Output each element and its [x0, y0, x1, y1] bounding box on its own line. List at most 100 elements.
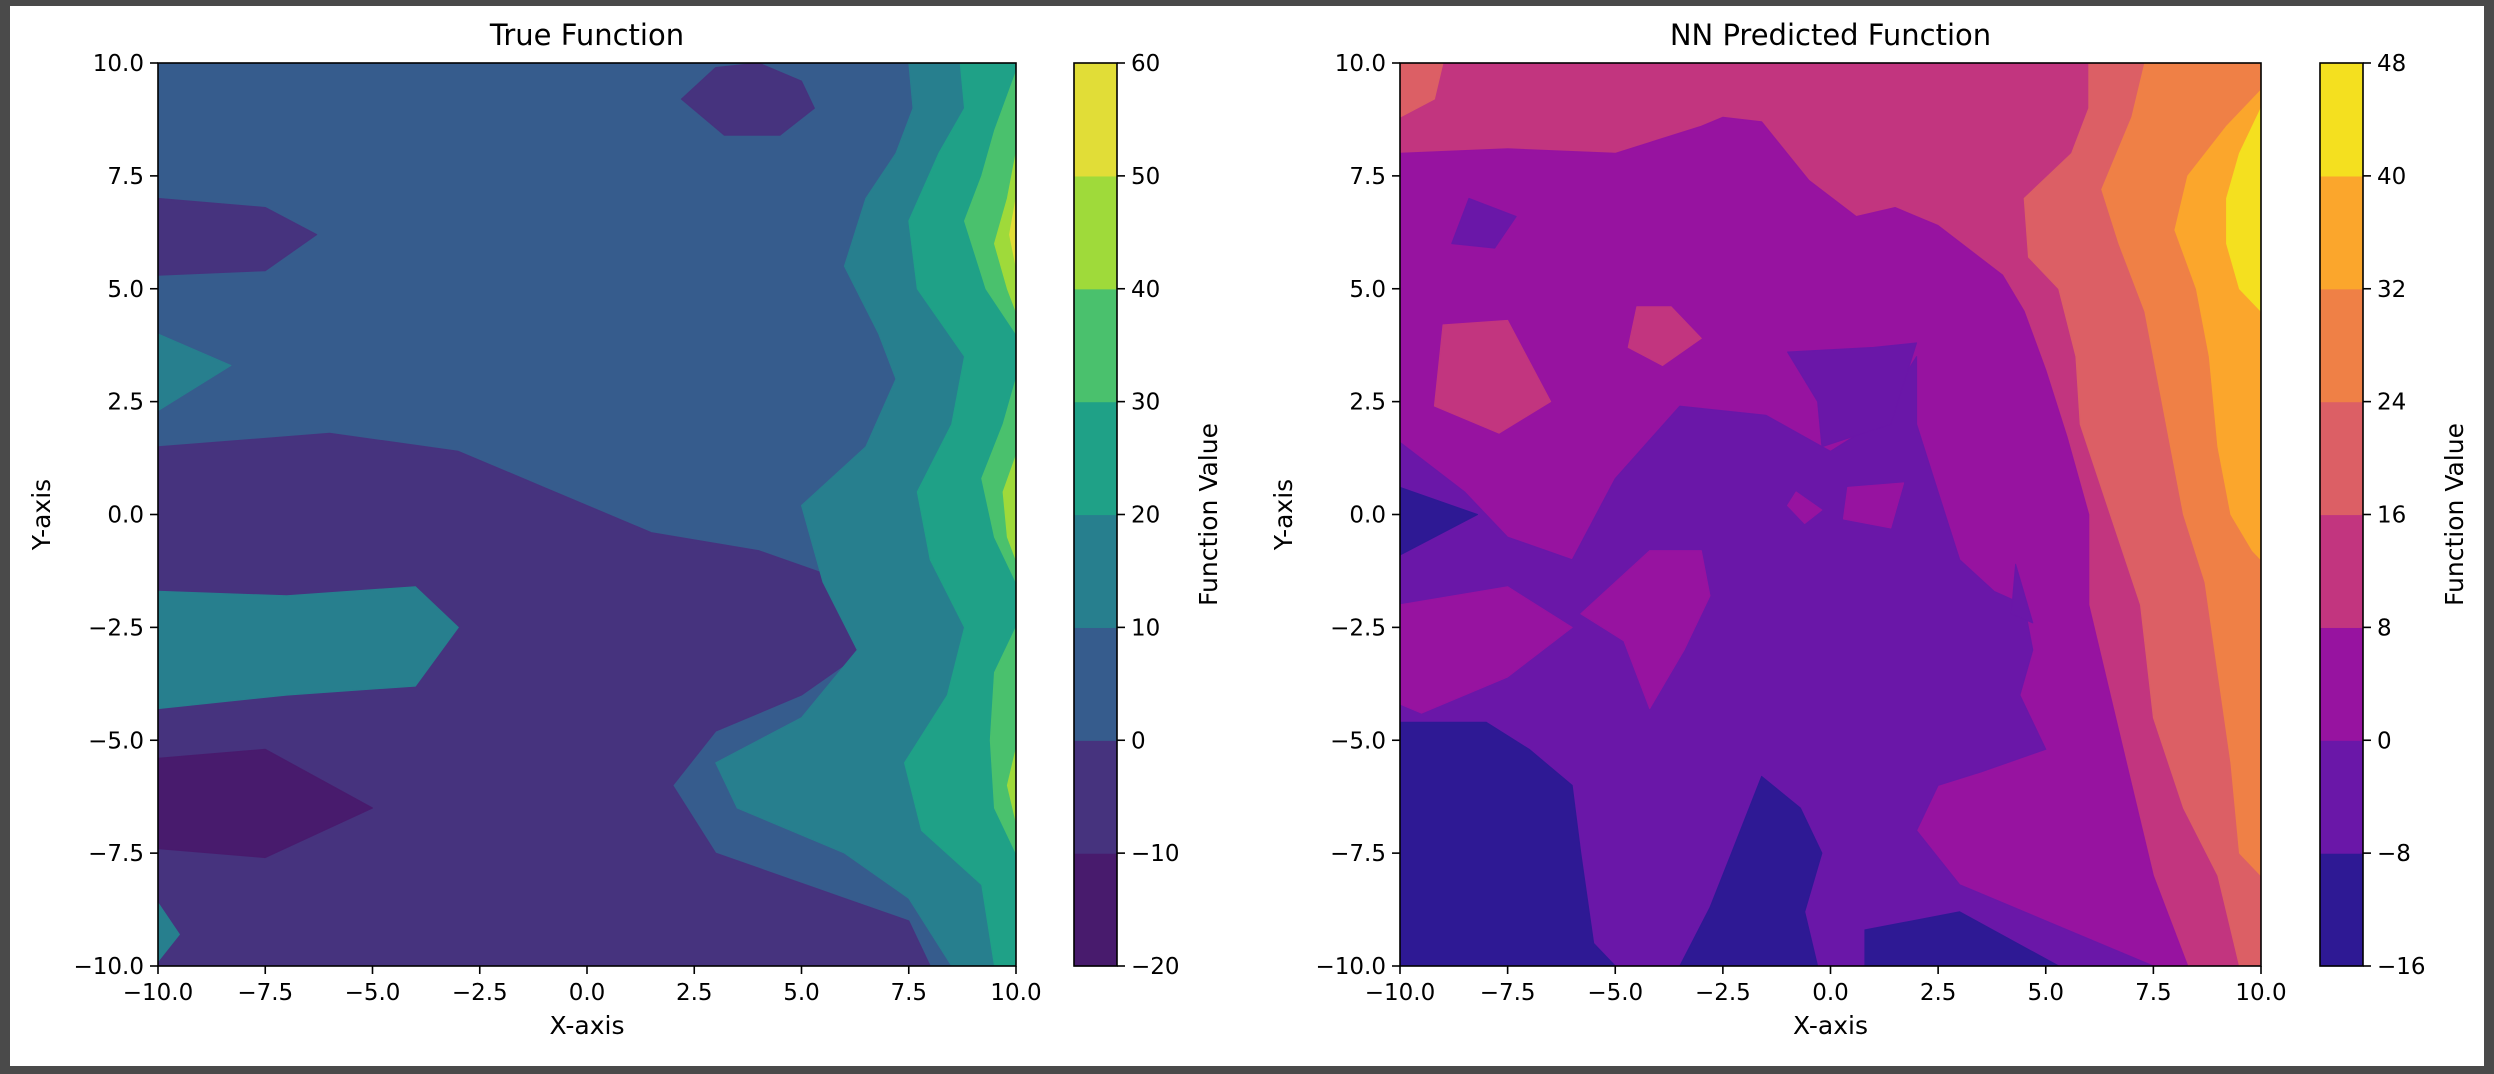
- left-colorbar-tick-label: 0: [1131, 728, 1146, 754]
- left-y-tick-label: 2.5: [107, 390, 144, 416]
- left-colorbar-band-3: [1074, 514, 1117, 628]
- left-y-tick-label: 5.0: [107, 277, 144, 303]
- right-colorbar-band-4: [2320, 401, 2363, 516]
- left-x-tick-label: −10.0: [123, 980, 193, 1006]
- right-colorbar-tick-label: 24: [2377, 390, 2406, 416]
- left-x-tick-label: 10.0: [990, 980, 1041, 1006]
- left-chart-title: True Function: [489, 18, 684, 52]
- right-x-tick-label: −7.5: [1480, 980, 1536, 1006]
- right-x-axis-label: X-axis: [1793, 1011, 1868, 1040]
- right-colorbar-tick-label: 0: [2377, 728, 2392, 754]
- right-contour-region-15: [1787, 491, 1823, 524]
- right-colorbar: 48 40 32 24 16 8 0 −8 −16 Function Value: [2319, 51, 2469, 980]
- right-colorbar-band-0: [2320, 853, 2363, 967]
- right-contour-region-10: [1451, 197, 1517, 249]
- right-x-tick-label: −5.0: [1587, 980, 1643, 1006]
- right-y-tick-label: −5.0: [1330, 728, 1386, 754]
- left-contour-region-5: [158, 586, 459, 710]
- right-y-tick-label: 0.0: [1349, 503, 1386, 529]
- left-colorbar-tick-label: 20: [1131, 503, 1160, 529]
- left-subplot: −10.0 −7.5 −5.0 −2.5 0.0 2.5 5.0 7.5 10.0 10.0 7.5…: [27, 18, 1223, 1040]
- right-colorbar-label: Function Value: [2440, 423, 2469, 606]
- right-y-tick-label: −10.0: [1316, 954, 1386, 980]
- right-colorbar-tick-label: −8: [2377, 841, 2411, 867]
- left-contour-region-12: [1006, 748, 1016, 822]
- left-colorbar-tick-label: 30: [1131, 390, 1160, 416]
- left-colorbar: 60 50 40 30 20 10 0 −10 −20 Function Value: [1073, 51, 1223, 980]
- right-contour-region-11: [1787, 342, 1918, 448]
- right-colorbar-band-6: [2320, 175, 2363, 290]
- right-colorbar-tick-label: 40: [2377, 164, 2406, 190]
- right-colorbar-tick-label: 48: [2377, 51, 2406, 77]
- left-contour-region-13: [1009, 197, 1016, 267]
- left-colorbar-tick-label: −20: [1131, 954, 1180, 980]
- left-contour-region-3: [158, 197, 318, 276]
- left-y-tick-label: −2.5: [88, 615, 144, 641]
- right-colorbar-tick-label: 32: [2377, 277, 2406, 303]
- right-y-axis-label: Y-axis: [1269, 479, 1298, 551]
- right-colorbar-band-1: [2320, 740, 2363, 854]
- right-contour-region-19: [2226, 107, 2261, 312]
- right-contour-region-3: [1400, 721, 1616, 966]
- left-contour-region-10: [994, 152, 1016, 312]
- left-x-tick-label: 0.0: [569, 980, 606, 1006]
- left-x-tick-label: −5.0: [345, 980, 401, 1006]
- right-contour-regions: [1400, 63, 2261, 966]
- right-colorbar-band-7: [2320, 63, 2363, 177]
- left-colorbar-tick-label: 10: [1131, 615, 1160, 641]
- left-y-tick-label: −7.5: [88, 841, 144, 867]
- right-colorbar-tick-label: −16: [2377, 954, 2426, 980]
- left-y-tick-label: −10.0: [74, 954, 144, 980]
- left-colorbar-tick-label: 50: [1131, 164, 1160, 190]
- right-contour-region-4: [1679, 775, 1823, 966]
- right-x-tick-label: 7.5: [2135, 980, 2172, 1006]
- left-contour-regions: [158, 63, 1016, 966]
- left-colorbar-tick-label: 60: [1131, 51, 1160, 77]
- left-x-tick-label: 7.5: [890, 980, 927, 1006]
- left-contour-region-1: [158, 432, 931, 966]
- right-y-tick-label: 7.5: [1349, 164, 1386, 190]
- right-x-tick-label: 5.0: [2027, 980, 2064, 1006]
- left-contour-region-4: [158, 333, 232, 412]
- figure: −10.0 −7.5 −5.0 −2.5 0.0 2.5 5.0 7.5 10.0 10.0 7.5…: [10, 6, 2484, 1066]
- left-x-axis-label: X-axis: [550, 1011, 625, 1040]
- left-y-tick-label: 0.0: [107, 503, 144, 529]
- left-colorbar-band-7: [1074, 63, 1117, 177]
- left-colorbar-tick-label: 40: [1131, 277, 1160, 303]
- right-contour-region-2: [1400, 356, 2154, 966]
- left-contour-region-2: [158, 748, 373, 859]
- right-colorbar-band-2: [2320, 627, 2363, 741]
- right-colorbar-band-5: [2320, 288, 2363, 403]
- right-contour-region-13: [1580, 550, 1711, 710]
- left-y-tick-label: 10.0: [93, 51, 144, 77]
- right-x-tick-label: −10.0: [1365, 980, 1435, 1006]
- left-y-axis-label: Y-axis: [27, 479, 56, 551]
- left-colorbar-band-5: [1074, 288, 1117, 403]
- chart-canvas: −10.0 −7.5 −5.0 −2.5 0.0 2.5 5.0 7.5 10.0 10.0 7.5…: [27, 18, 2469, 1040]
- right-colorbar-band-3: [2320, 514, 2363, 628]
- left-colorbar-band-6: [1074, 175, 1117, 290]
- right-y-tick-label: 2.5: [1349, 390, 1386, 416]
- left-x-tick-label: −2.5: [452, 980, 508, 1006]
- right-contour-region-8: [1433, 319, 1552, 434]
- right-contour-region-7: [1400, 586, 1573, 714]
- right-x-tick-label: 0.0: [1812, 980, 1849, 1006]
- right-contour-region-12: [2010, 563, 2034, 624]
- left-colorbar-band-1: [1074, 740, 1117, 854]
- left-x-tick-label: 2.5: [676, 980, 713, 1006]
- right-y-tick-label: 5.0: [1349, 277, 1386, 303]
- left-y-tick-label: −5.0: [88, 728, 144, 754]
- right-subplot: −10.0 −7.5 −5.0 −2.5 0.0 2.5 5.0 7.5 10.0 10.0 7.5…: [1269, 18, 2469, 1040]
- right-chart-title: NN Predicted Function: [1670, 18, 1991, 52]
- right-x-tick-label: −2.5: [1695, 980, 1751, 1006]
- right-x-tick-label: 10.0: [2235, 980, 2286, 1006]
- left-contour-region-6: [680, 63, 815, 136]
- right-y-tick-label: 10.0: [1335, 51, 1386, 77]
- right-contour-region-20: [1400, 63, 1444, 118]
- left-colorbar-tick-label: −10: [1131, 841, 1180, 867]
- right-contour-region-14: [1842, 482, 1905, 529]
- right-colorbar-tick-label: 8: [2377, 615, 2392, 641]
- left-colorbar-band-4: [1074, 401, 1117, 516]
- right-x-tick-label: 2.5: [1920, 980, 1957, 1006]
- left-colorbar-label: Function Value: [1194, 423, 1223, 606]
